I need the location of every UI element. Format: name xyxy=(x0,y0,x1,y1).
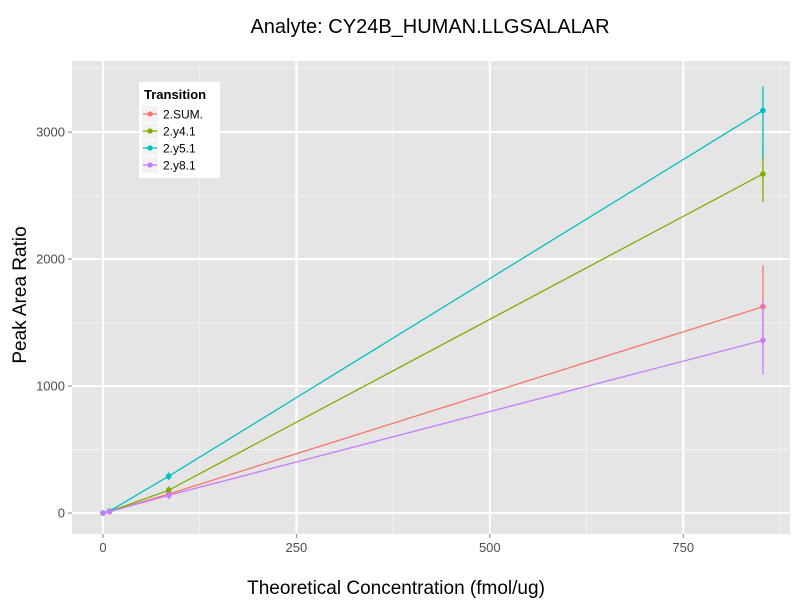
data-point xyxy=(106,508,113,515)
legend-key-point xyxy=(147,162,153,168)
data-point xyxy=(165,487,172,493)
series-line xyxy=(102,339,764,514)
y-tick-label: 1000 xyxy=(36,379,65,394)
legend-key-point xyxy=(147,111,153,117)
data-point xyxy=(760,171,766,177)
y-axis-label: Peak Area Ratio xyxy=(10,226,31,363)
x-tick-label: 750 xyxy=(672,540,694,555)
chart-title: Analyte: CY24B_HUMAN.LLGSALALAR xyxy=(250,16,609,38)
axis-ticks: 0 250 500 750 0 1000 2000 3000 xyxy=(36,125,694,555)
legend-item: 2.y5.1 xyxy=(142,140,196,156)
legend-label: 2.SUM. xyxy=(163,108,203,122)
legend-label: 2.y5.1 xyxy=(163,142,196,156)
legend-item: 2.SUM. xyxy=(142,106,203,122)
series-2-y8-1 xyxy=(100,299,766,516)
legend-label: 2.y4.1 xyxy=(163,125,196,139)
data-point xyxy=(760,107,766,114)
x-axis-label: Theoretical Concentration (fmol/ug) xyxy=(247,578,545,599)
data-point xyxy=(760,337,766,344)
y-tick-label: 0 xyxy=(58,506,65,521)
data-point xyxy=(165,473,172,480)
x-tick-label: 500 xyxy=(479,540,501,555)
y-tick-label: 2000 xyxy=(36,252,65,267)
legend-key-point xyxy=(147,128,153,134)
series-group xyxy=(100,86,766,516)
legend-item: 2.y8.1 xyxy=(142,157,196,173)
x-tick-label: 250 xyxy=(286,540,308,555)
legend: Transition 2.SUM. 2.y4.1 2.y5.1 2.y8.1 xyxy=(139,82,220,178)
legend-title: Transition xyxy=(144,87,206,102)
data-point xyxy=(165,492,172,499)
legend-item: 2.y4.1 xyxy=(142,123,196,139)
y-tick-label: 3000 xyxy=(36,125,65,140)
data-point xyxy=(100,510,106,516)
legend-key-point xyxy=(147,145,153,151)
x-tick-label: 0 xyxy=(99,540,106,555)
legend-label: 2.y8.1 xyxy=(163,159,196,173)
